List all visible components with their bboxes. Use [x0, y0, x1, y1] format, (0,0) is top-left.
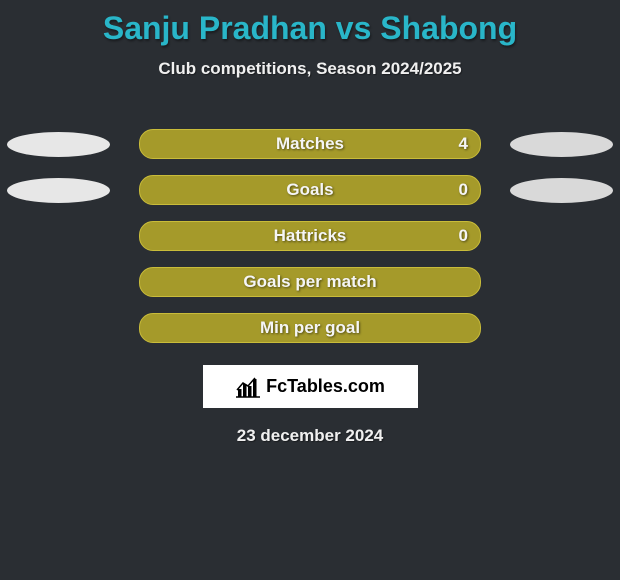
bars-icon [235, 376, 261, 398]
right-ellipse [510, 178, 613, 203]
stat-value: 4 [459, 134, 468, 154]
brand-name: FcTables.com [266, 376, 385, 397]
stat-row: Matches 4 [0, 121, 620, 167]
stat-bar: Min per goal [139, 313, 481, 343]
stat-row: Min per goal [0, 305, 620, 351]
brand-logo-box: FcTables.com [203, 365, 418, 408]
comparison-infographic: Sanju Pradhan vs Shabong Club competitio… [0, 0, 620, 580]
stat-bar: Hattricks 0 [139, 221, 481, 251]
stat-row: Hattricks 0 [0, 213, 620, 259]
stat-value: 0 [459, 180, 468, 200]
stat-label: Goals per match [243, 272, 376, 292]
stat-rows: Matches 4 Goals 0 Hattricks 0 Goals per match M… [0, 121, 620, 351]
stat-label: Hattricks [274, 226, 347, 246]
brand-logo: FcTables.com [235, 376, 385, 398]
page-title: Sanju Pradhan vs Shabong [0, 0, 620, 47]
left-ellipse [7, 178, 110, 203]
stat-bar: Goals per match [139, 267, 481, 297]
left-ellipse [7, 132, 110, 157]
stat-label: Min per goal [260, 318, 360, 338]
page-subtitle: Club competitions, Season 2024/2025 [0, 59, 620, 79]
stat-bar: Goals 0 [139, 175, 481, 205]
date-label: 23 december 2024 [0, 426, 620, 446]
stat-label: Goals [286, 180, 333, 200]
stat-row: Goals per match [0, 259, 620, 305]
right-ellipse [510, 132, 613, 157]
stat-label: Matches [276, 134, 344, 154]
stat-bar: Matches 4 [139, 129, 481, 159]
stat-row: Goals 0 [0, 167, 620, 213]
stat-value: 0 [459, 226, 468, 246]
